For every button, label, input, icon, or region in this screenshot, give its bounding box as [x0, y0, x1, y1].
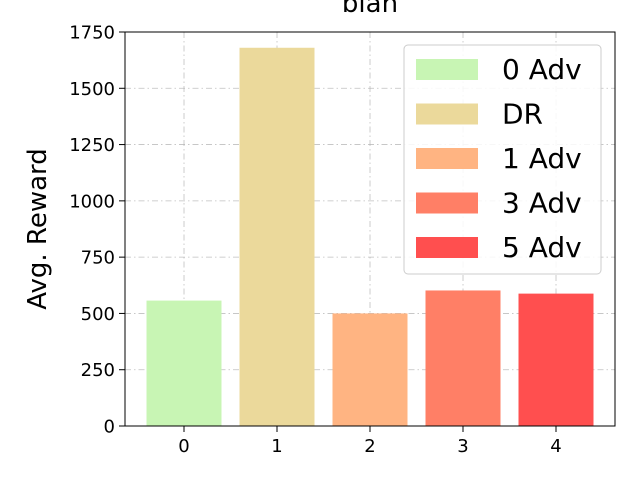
legend-box [403, 44, 602, 275]
bar-4 [518, 293, 594, 426]
legend-swatch [416, 237, 478, 258]
y-axis: 0 250 500 750 1000 1250 1500 1750 [69, 23, 125, 438]
x-tick-label: 3 [457, 436, 468, 457]
y-tick-label: 1000 [69, 191, 115, 212]
y-tick-label: 250 [81, 360, 115, 381]
bar-3 [425, 290, 501, 426]
y-axis-title: Avg. Reward [23, 148, 53, 310]
bar-1 [239, 47, 315, 426]
y-tick-label: 1250 [69, 135, 115, 156]
legend-label: 5 Adv [502, 231, 582, 264]
legend-swatch [416, 192, 478, 214]
y-tick-label: 500 [81, 304, 115, 325]
legend-label: DR [502, 98, 543, 131]
legend: 0 Adv DR 1 Adv 3 Adv 5 Adv [403, 44, 602, 275]
bar-2 [332, 313, 408, 426]
y-tick-label: 0 [104, 417, 115, 438]
y-tick-label: 1500 [69, 79, 115, 100]
x-axis: 0 1 2 3 4 [178, 426, 562, 457]
legend-label: 3 Adv [502, 187, 582, 220]
x-tick-label: 4 [550, 436, 561, 457]
y-tick-label: 1750 [69, 23, 115, 44]
chart-title: bian [342, 0, 398, 19]
legend-swatch [416, 59, 478, 80]
legend-swatch [416, 148, 478, 169]
bars-layer [146, 47, 594, 426]
x-tick-label: 2 [364, 436, 375, 457]
legend-swatch [416, 103, 478, 125]
legend-label: 1 Adv [502, 142, 582, 175]
x-tick-label: 0 [178, 436, 189, 457]
legend-label: 0 Adv [502, 53, 582, 86]
y-tick-label: 750 [81, 248, 115, 269]
bar-0 [146, 300, 222, 426]
x-tick-label: 1 [271, 436, 282, 457]
